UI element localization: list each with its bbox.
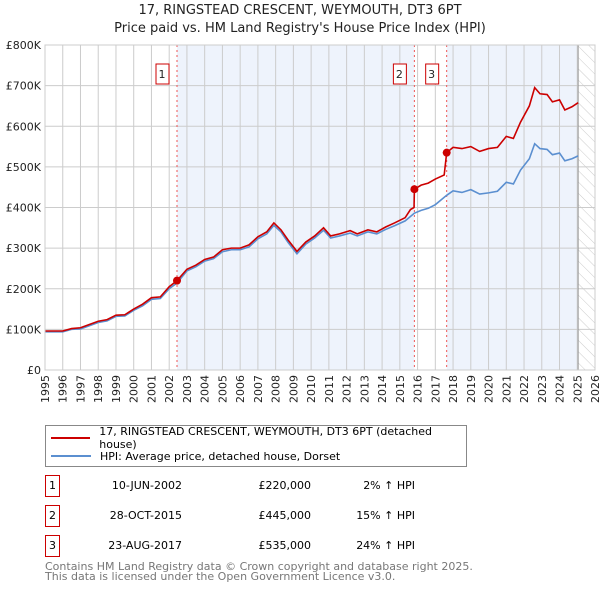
- sale-price: £220,000: [258, 479, 312, 492]
- sale-price: £535,000: [258, 539, 312, 552]
- sale-row: 3 23-AUG-2017 £535,000 24% ↑ HPI: [45, 535, 445, 557]
- y-tick-label: £800K: [6, 39, 42, 52]
- x-tick-label: 2024: [554, 375, 567, 403]
- x-tick-label: 2002: [163, 375, 176, 403]
- sale-hpi-delta: 15% ↑ HPI: [356, 509, 415, 522]
- x-tick-label: 2006: [234, 375, 247, 403]
- chart-subtitle: Price paid vs. HM Land Registry's House …: [114, 21, 486, 36]
- legend: 17, RINGSTEAD CRESCENT, WEYMOUTH, DT3 6P…: [45, 425, 467, 467]
- sale-point: [410, 185, 419, 194]
- x-tick-label: 2005: [216, 375, 229, 403]
- x-tick-label: 1996: [57, 375, 70, 403]
- hpi-line: [45, 142, 579, 333]
- sale-price: £445,000: [258, 509, 312, 522]
- sale-label: 3: [428, 68, 435, 81]
- sale-label-box: [392, 63, 407, 85]
- sale-hpi-delta: 24% ↑ HPI: [356, 539, 415, 552]
- sale-date: 10-JUN-2002: [111, 479, 182, 492]
- red-line-swatch: [51, 437, 91, 439]
- sale-label-box: [425, 63, 440, 85]
- y-tick-label: £600K: [6, 120, 42, 133]
- sale-date: 23-AUG-2017: [108, 539, 182, 552]
- x-tick-label: 2014: [376, 375, 389, 403]
- y-tick-label: £100K: [6, 323, 42, 336]
- x-tick-label: 2008: [270, 375, 283, 403]
- y-tick-label: £400K: [6, 202, 42, 215]
- x-tick-label: 2001: [145, 375, 158, 403]
- y-tick-label: £700K: [6, 80, 42, 93]
- x-tick-label: 2004: [199, 375, 212, 403]
- legend-label: 17, RINGSTEAD CRESCENT, WEYMOUTH, DT3 6P…: [99, 425, 432, 451]
- sale-label: 1: [159, 68, 166, 81]
- x-tick-label: 2022: [518, 375, 531, 403]
- x-tick-label: 2017: [429, 375, 442, 403]
- x-tick-label: 2010: [305, 375, 318, 403]
- plot-frame: [44, 44, 596, 371]
- sale-hpi-delta: 2% ↑ HPI: [363, 479, 415, 492]
- y-tick-label: £200K: [6, 283, 42, 296]
- x-tick-label: 2023: [536, 375, 549, 403]
- footer-copyright: Contains HM Land Registry data © Crown c…: [45, 560, 473, 573]
- x-tick-label: 2026: [589, 375, 600, 403]
- x-tick-label: 2013: [358, 375, 371, 403]
- x-tick-label: 2007: [252, 375, 265, 403]
- blue-line-swatch: [51, 455, 91, 457]
- sale-row: 2 28-OCT-2015 £445,000 15% ↑ HPI: [45, 505, 445, 527]
- chart-title: 17, RINGSTEAD CRESCENT, WEYMOUTH, DT3 6P…: [138, 3, 462, 18]
- price-chart: 1995 1996 1997 1998 1999 2000 2001 2002 2003 2004…: [6, 39, 600, 403]
- legend-item-hpi: HPI: Average price, detached house, Dors…: [51, 448, 340, 464]
- x-tick-label: 2021: [500, 375, 513, 403]
- sale-badge: 1: [45, 475, 60, 497]
- x-tick-label: 2025: [571, 375, 584, 403]
- sale-badge: 2: [45, 505, 60, 527]
- x-tick-label: 2016: [412, 375, 425, 403]
- sale-point: [442, 148, 451, 157]
- x-tick-label: 2015: [394, 375, 407, 403]
- x-tick-label: 2011: [323, 375, 336, 403]
- x-tick-label: 2009: [287, 375, 300, 403]
- sale-label-box: [155, 63, 170, 85]
- x-tick-label: 2003: [181, 375, 194, 403]
- legend-item-property: 17, RINGSTEAD CRESCENT, WEYMOUTH, DT3 6P…: [51, 425, 466, 451]
- x-tick-label: 2018: [447, 375, 460, 403]
- x-tick-label: 2020: [483, 375, 496, 403]
- footer-licence: This data is licensed under the Open Gov…: [45, 570, 396, 583]
- sale-badge: 3: [45, 535, 60, 557]
- x-tick-label: 1999: [110, 375, 123, 403]
- y-tick-label: £300K: [6, 242, 42, 255]
- sale-point: [173, 276, 181, 285]
- y-tick-label: £0: [27, 364, 41, 377]
- x-tick-label: 2019: [465, 375, 478, 403]
- x-tick-label: 2000: [128, 375, 141, 403]
- x-tick-label: 1997: [74, 375, 87, 403]
- sale-row: 1 10-JUN-2002 £220,000 2% ↑ HPI: [45, 475, 445, 497]
- x-tick-label: 2012: [341, 375, 354, 403]
- x-tick-label: 1995: [39, 375, 52, 403]
- legend-label: HPI: Average price, detached house, Dors…: [100, 449, 341, 463]
- sale-date: 28-OCT-2015: [109, 509, 182, 522]
- y-tick-label: £500K: [6, 161, 42, 174]
- property-price-line: [45, 86, 579, 332]
- x-tick-label: 1998: [92, 375, 105, 403]
- sale-label: 2: [396, 68, 403, 81]
